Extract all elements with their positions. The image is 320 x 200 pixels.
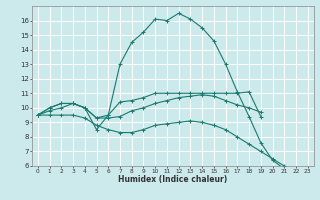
X-axis label: Humidex (Indice chaleur): Humidex (Indice chaleur) bbox=[118, 175, 228, 184]
